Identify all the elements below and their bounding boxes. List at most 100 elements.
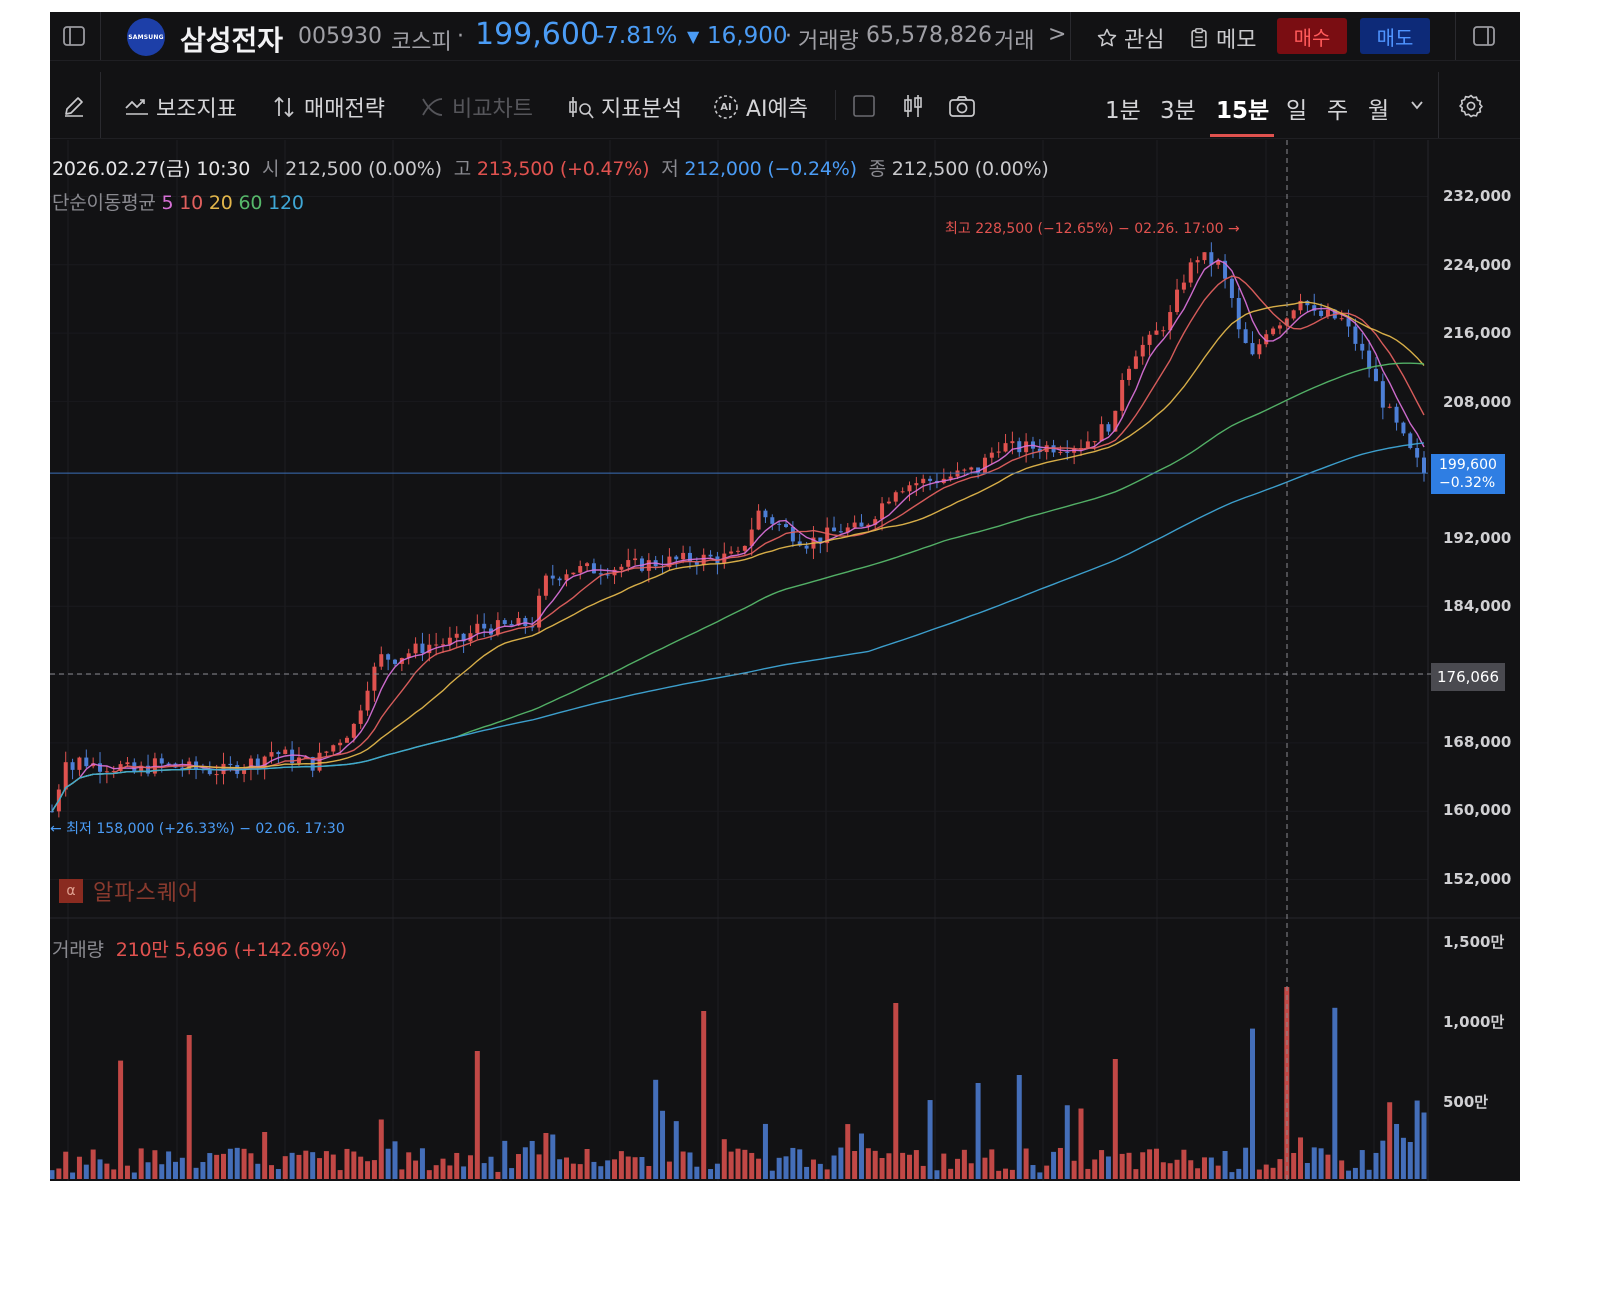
volume-bar [797,1149,803,1179]
candle-body [1127,368,1132,380]
candle-body [687,552,692,563]
y-tick-label: 168,000 [1443,733,1512,751]
candle-body [1010,441,1015,444]
volume-bar [728,1151,734,1179]
period-3min[interactable]: 3분 [1160,98,1196,124]
current-price-tag: 199,600 −0.32% [1431,454,1505,494]
candle-body [736,550,740,552]
ai-predict-button[interactable]: AI AI예측 [712,91,808,123]
candle-body [447,637,452,645]
checkbox-icon[interactable] [850,92,878,120]
candlestick-type-icon[interactable] [899,92,927,120]
volume-bar [378,1119,384,1179]
volume-bar [584,1149,590,1179]
candle-body [900,491,905,493]
volume-bar [248,1153,254,1179]
volume-bar [255,1163,261,1179]
volume-bar [1215,1165,1221,1179]
indicators-button[interactable]: 보조지표 [124,91,237,123]
candle-body [1346,318,1351,327]
volume-bar [385,1148,391,1179]
volume-bar [90,1149,96,1179]
candle-body [1339,318,1344,320]
volume-bar [1044,1165,1050,1179]
volume-bar [934,1170,940,1179]
candle-body [1229,278,1234,299]
alpha-logo-icon: α [59,879,83,903]
price-chart[interactable] [50,12,1520,1181]
candle-body [441,644,446,646]
candle-body [1161,330,1166,332]
volume-bar [104,1163,110,1179]
indicators-label: 보조지표 [156,97,237,122]
volume-bar [1064,1105,1070,1179]
volume-bar [303,1150,309,1179]
chevron-down-icon[interactable] [1406,94,1428,116]
candle-body [468,633,473,642]
sidebar-toggle-icon[interactable] [60,22,88,50]
close-label: 종 [868,158,886,180]
candle-body [591,563,596,574]
sell-button[interactable]: 매도 [1360,18,1430,54]
volume-bar [310,1152,316,1179]
volume-bar [474,1051,480,1179]
candle-body [393,659,397,664]
period-1min[interactable]: 1분 [1105,98,1141,124]
right-panel-toggle-icon[interactable] [1470,22,1498,50]
period-day[interactable]: 일 [1286,98,1308,124]
candle-body [1216,260,1221,265]
candle-body [434,644,439,646]
volume-bar [76,1156,82,1179]
volume-bar [63,1151,69,1179]
volume-bar [1140,1152,1146,1179]
volume-info-label: 거래량 [52,939,104,961]
volume-bar [646,1165,652,1179]
strategy-button[interactable]: 매매전략 [272,91,385,123]
favorite-button[interactable]: 관심 [1096,22,1164,54]
volume-bar [186,1035,192,1179]
volume-bar [392,1141,398,1179]
candle-body [351,723,356,738]
candle-body [118,764,123,771]
volume-bar [1304,1163,1310,1179]
candle-body [194,761,199,770]
volume-bar [1181,1149,1187,1179]
camera-icon[interactable] [947,92,977,120]
candle-body [104,771,109,773]
volume-bar [50,1170,55,1179]
candle-body [756,510,761,530]
period-15min[interactable]: 15분 [1216,98,1270,124]
volume-bar [227,1148,233,1179]
volume-bar [1284,987,1290,1179]
period-week[interactable]: 주 [1327,98,1349,124]
favorite-label: 관심 [1124,28,1165,53]
volume-bar [989,1149,995,1179]
candle-body [893,492,898,502]
y-tick-label: 152,000 [1443,870,1512,888]
candle-body [557,578,562,581]
candle-body [832,527,837,532]
volume-bar [564,1157,569,1179]
candle-body [248,758,253,769]
memo-button[interactable]: 메모 [1188,22,1256,54]
volume-bar [838,1147,844,1179]
more-chevron-icon[interactable]: > [1048,22,1067,47]
buy-button[interactable]: 매수 [1277,18,1347,54]
compare-button[interactable]: 비교차트 [420,91,533,123]
volume-bar [152,1150,158,1179]
period-month[interactable]: 월 [1368,98,1390,124]
volume-bar [1250,1028,1255,1179]
volume-bar [1051,1151,1057,1179]
volume-bar [1174,1159,1180,1179]
settings-gear-icon[interactable] [1456,91,1486,121]
ma-10: 10 [179,192,204,214]
candle-body [317,752,322,771]
analysis-button[interactable]: 지표분석 [567,91,682,123]
candle-body [818,537,823,544]
candle-body [1168,312,1173,331]
volume-bar [900,1152,906,1179]
volume-bar [694,1166,700,1179]
volume-bar [241,1148,247,1179]
candle-body [139,765,144,773]
pencil-icon[interactable] [60,92,88,120]
